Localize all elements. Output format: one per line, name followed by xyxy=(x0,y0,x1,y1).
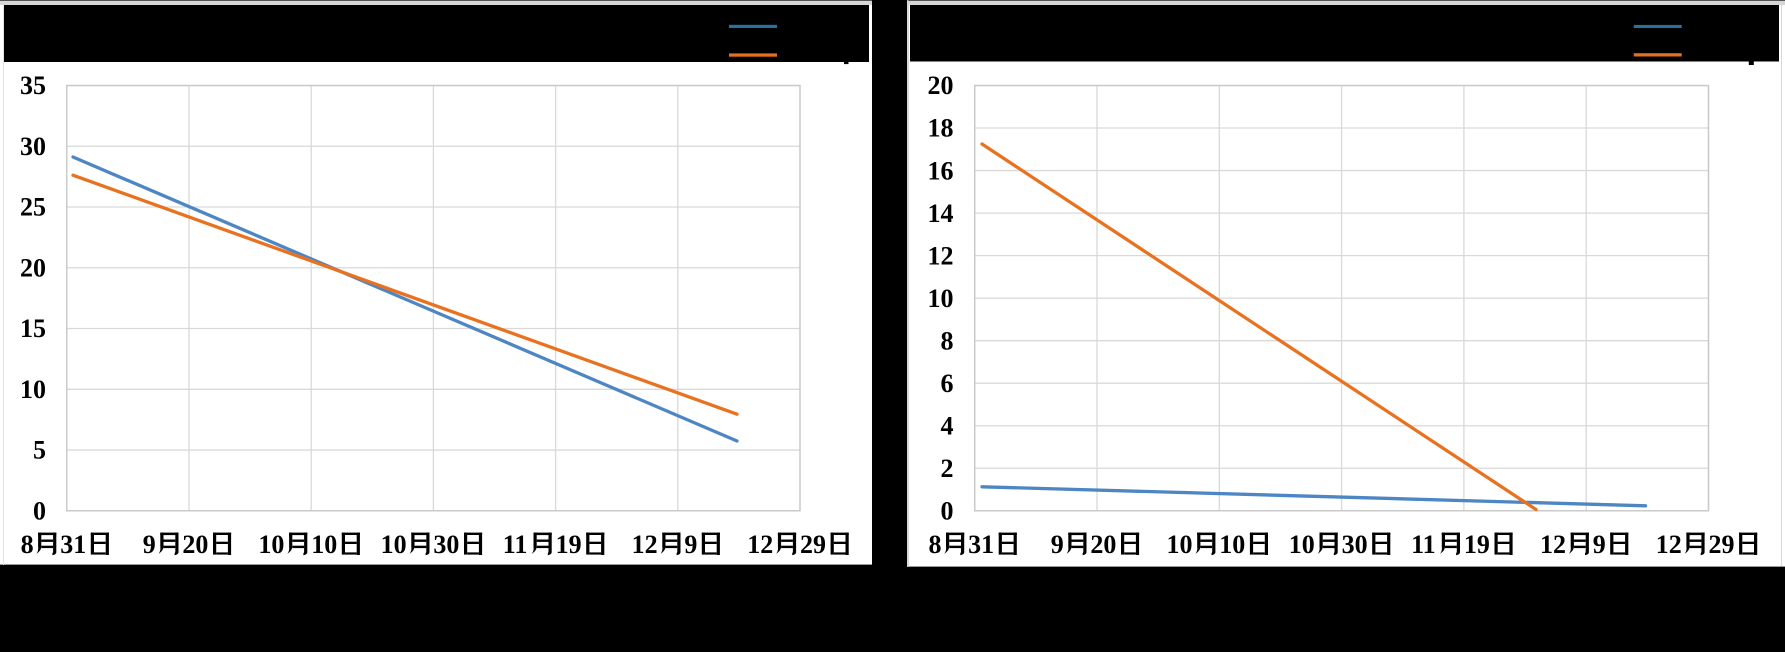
svg-text:10: 10 xyxy=(1167,530,1193,559)
svg-text:11: 11 xyxy=(1411,530,1436,559)
svg-text:29: 29 xyxy=(800,530,826,559)
svg-text:19: 19 xyxy=(1464,530,1490,559)
svg-text:12: 12 xyxy=(1540,530,1566,559)
svg-text:30: 30 xyxy=(1342,530,1368,559)
svg-text:10: 10 xyxy=(381,530,407,559)
svg-text:19: 19 xyxy=(556,530,582,559)
svg-text:10: 10 xyxy=(311,530,337,559)
svg-text:16: 16 xyxy=(928,156,954,185)
svg-text:11: 11 xyxy=(503,530,528,559)
svg-text:0: 0 xyxy=(33,497,46,526)
svg-text:9: 9 xyxy=(684,530,697,559)
svg-text:29: 29 xyxy=(1709,530,1735,559)
svg-text:5: 5 xyxy=(33,436,46,465)
svg-text:9: 9 xyxy=(1051,530,1064,559)
svg-text:20: 20 xyxy=(928,71,954,100)
svg-text:30: 30 xyxy=(20,132,46,161)
svg-text:10: 10 xyxy=(258,530,284,559)
svg-text:8: 8 xyxy=(929,530,942,559)
svg-text:10: 10 xyxy=(1219,530,1245,559)
svg-text:10: 10 xyxy=(20,375,46,404)
svg-text:0: 0 xyxy=(941,497,954,526)
svg-text:25: 25 xyxy=(20,193,46,222)
svg-text:12: 12 xyxy=(1656,530,1682,559)
svg-text:35: 35 xyxy=(20,71,46,100)
svg-text:2: 2 xyxy=(941,454,954,483)
svg-text:10: 10 xyxy=(928,284,954,313)
svg-text:15: 15 xyxy=(20,314,46,343)
svg-text:20: 20 xyxy=(1090,530,1116,559)
svg-text:9: 9 xyxy=(1593,530,1606,559)
svg-text:12: 12 xyxy=(747,530,773,559)
svg-text:8: 8 xyxy=(941,326,954,355)
svg-text:30: 30 xyxy=(433,530,459,559)
svg-text:20: 20 xyxy=(20,253,46,282)
svg-text:12: 12 xyxy=(928,241,954,270)
svg-text:6: 6 xyxy=(941,369,954,398)
svg-text:10: 10 xyxy=(1289,530,1315,559)
svg-text:12: 12 xyxy=(632,530,658,559)
svg-text:20: 20 xyxy=(182,530,208,559)
svg-text:14: 14 xyxy=(928,199,954,228)
svg-text:31: 31 xyxy=(60,530,86,559)
svg-text:9: 9 xyxy=(143,530,156,559)
svg-text:4: 4 xyxy=(941,411,954,440)
svg-text:8: 8 xyxy=(21,530,34,559)
svg-text:18: 18 xyxy=(928,114,954,143)
svg-text:31: 31 xyxy=(968,530,994,559)
